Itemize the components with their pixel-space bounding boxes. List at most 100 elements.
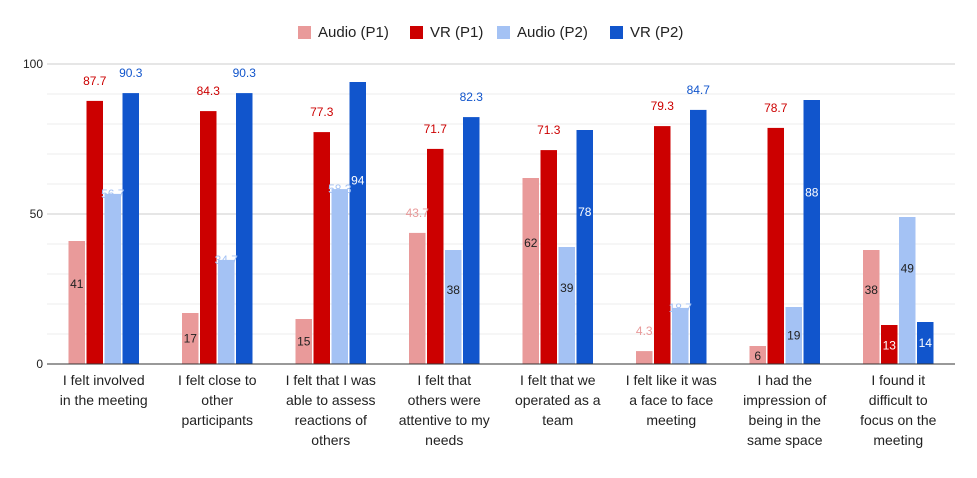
category-label: I felt that I was able to assess reactions… [286,372,376,448]
category-label-line: I felt like it was [626,372,717,388]
category-label-line: attentive to my [399,412,490,428]
data-label: 88 [805,185,819,199]
bar-audio-p2 [218,259,235,364]
bar-audio-p2 [558,247,575,364]
legend-swatch [410,26,423,39]
data-label: 38 [865,283,879,297]
bar-vr-p1 [767,127,784,365]
bar-audio-p2 [785,307,802,364]
category-label-line: meeting [873,432,923,448]
category-label: I felt like it was a face to face meeting [626,372,717,428]
legend-swatch [298,26,311,39]
data-label: 6 [754,349,761,363]
category-label: I had the impression of being in the same s… [743,372,826,448]
bar-vr-p2 [576,130,593,364]
bar-audio-p2 [672,307,689,364]
category-label-line: same space [747,432,823,448]
data-label: 77.3 [310,105,334,119]
bar-audio-p1 [522,178,539,364]
data-label: 17 [184,332,198,346]
legend-item-label: Audio (P2) [517,24,588,41]
data-label: 79.3 [651,99,675,113]
category-label-line: I felt that I was [286,372,376,388]
category-label: I felt that others were attentive to my nee… [399,372,490,448]
data-label: 49 [901,261,915,275]
bar-vr-p2 [463,117,480,364]
bar-audio-p2 [104,193,121,364]
bar-audio-p2 [331,189,348,364]
category-label-line: team [542,412,573,428]
data-label: 71.7 [424,122,448,136]
y-tick-label: 100 [23,57,43,71]
bar-audio-p1 [68,241,85,364]
bars [68,82,934,365]
data-label: 62 [524,236,538,250]
category-label: I felt close to other participants [178,372,257,428]
data-label: 84.3 [197,84,221,98]
data-label: 34.7 [215,253,239,267]
data-label: 78.7 [764,101,788,115]
category-label-line: others were [408,392,481,408]
bar-vr-p1 [881,325,898,364]
data-label: 78 [578,205,592,219]
data-label: 39 [560,281,574,295]
category-label-line: I felt involved [63,372,145,388]
bar-audio-p1 [409,232,426,364]
bar-vr-p2 [236,93,253,364]
data-label: 90.3 [233,66,257,80]
data-label: 4.3 [636,324,653,338]
category-label: I felt that we operated as a team [515,372,601,428]
bar-audio-p1 [182,313,199,364]
bar-vr-p2 [122,93,139,364]
bar-vr-p1 [313,132,330,364]
bar-vr-p2 [917,322,934,364]
legend-item-label: Audio (P1) [318,24,389,41]
legend-item-label: VR (P1) [430,24,483,41]
data-label: 18.7 [669,301,693,315]
legend-swatch [610,26,623,39]
data-label: 38 [447,283,461,297]
category-label: I found it difficult to focus on the meetin… [860,372,936,448]
category-label-line: I felt that [417,372,471,388]
bar-audio-p2 [445,250,462,364]
category-label-line: being in the [749,412,822,428]
category-label-line: needs [425,432,463,448]
data-label: 14 [919,336,933,350]
category-label-line: participants [181,412,253,428]
category-label-line: able to assess [286,392,376,408]
data-label: 90.3 [119,66,143,80]
legend-item-label: VR (P2) [630,24,683,41]
bar-audio-p1 [636,351,653,364]
category-label-line: impression of [743,392,826,408]
bar-vr-p2 [690,109,707,365]
category-label-line: difficult to [869,392,928,408]
category-label: I felt involved in the meeting [60,372,148,408]
category-label-line: a face to face [629,392,713,408]
data-label: 43.7 [406,206,430,220]
category-label-line: I had the [758,372,813,388]
value-labels: 41 87.7 56.7 90.3 17 84.3 34.7 90.3 15 77.3 58.394… [70,66,932,363]
data-label: 56.7 [101,187,125,201]
legend-swatch [497,26,510,39]
data-label: 58.3 [328,182,352,196]
bar-audio-p2 [899,217,916,364]
bar-vr-p1 [540,150,557,364]
category-label-line: in the meeting [60,392,148,408]
y-tick-label: 50 [30,207,44,221]
bar-vr-p1 [86,100,103,365]
category-label-line: other [201,392,233,408]
y-tick-label: 0 [36,357,43,371]
bar-vr-p2 [803,100,820,364]
category-label-line: meeting [646,412,696,428]
bar-audio-p1 [749,346,766,364]
data-label: 84.7 [687,83,711,97]
data-label: 94 [351,174,365,188]
data-label: 15 [297,335,311,349]
bar-vr-p2 [349,82,366,364]
bar-audio-p1 [863,250,880,364]
category-label-line: I felt that we [520,372,596,388]
legend: Audio (P1) VR (P1) Audio (P2) VR (P2) [298,24,683,41]
bar-vr-p1 [654,126,671,364]
